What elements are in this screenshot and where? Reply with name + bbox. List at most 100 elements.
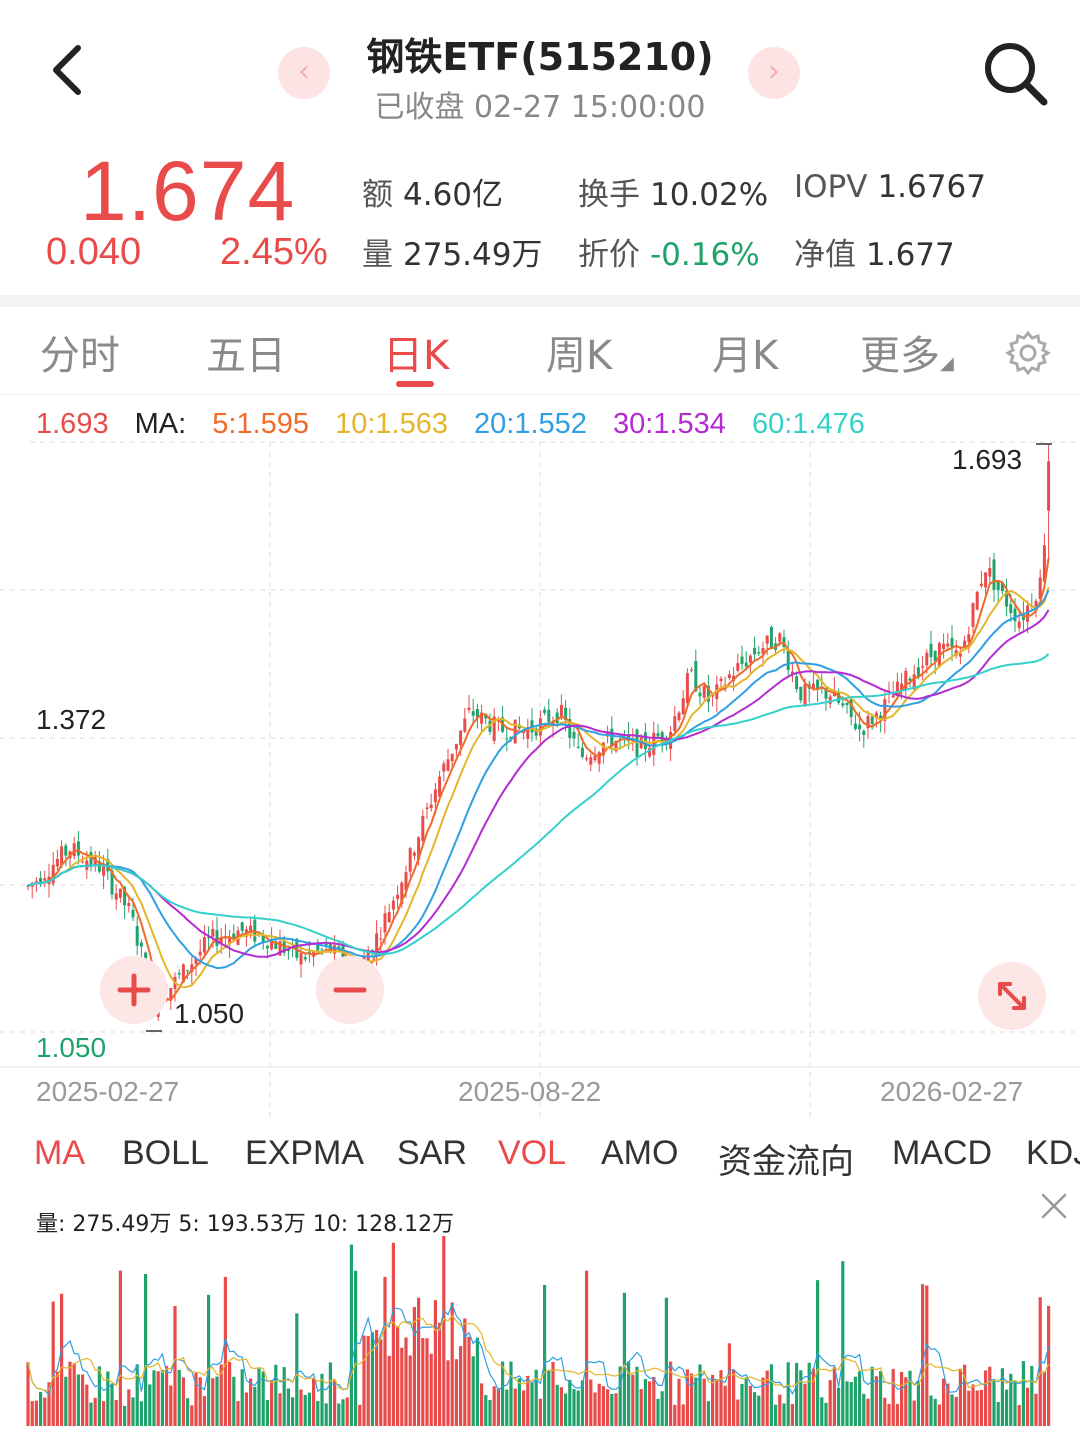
candle — [181, 964, 185, 983]
price-change-percent: 2.45% — [220, 231, 328, 273]
search-icon[interactable] — [980, 38, 1050, 108]
candle — [988, 568, 992, 577]
volume-bar — [257, 1368, 261, 1426]
indicator-sar[interactable]: SAR — [397, 1134, 467, 1172]
tab-daily-k[interactable]: 日K — [383, 333, 450, 379]
tab-intraday[interactable]: 分时 — [40, 333, 120, 379]
fullscreen-button[interactable] — [978, 962, 1046, 1030]
volume-ma-lines — [27, 1302, 1050, 1396]
candle — [60, 846, 64, 865]
candle — [979, 583, 983, 587]
indicator-macd[interactable]: MACD — [892, 1134, 993, 1172]
gear-icon[interactable] — [1004, 329, 1052, 377]
back-arrow-icon[interactable] — [40, 40, 100, 100]
volume-bar — [732, 1369, 736, 1426]
candle — [81, 861, 85, 863]
volume-bar — [753, 1392, 757, 1426]
candle — [219, 938, 223, 944]
caret-down-icon: ◢ — [940, 353, 954, 374]
candle — [265, 945, 269, 949]
candle — [135, 926, 139, 946]
candle — [400, 882, 404, 904]
tab-more[interactable]: 更多◢ — [860, 333, 954, 379]
candle — [677, 712, 681, 721]
candle — [509, 736, 513, 740]
candle — [1034, 600, 1038, 607]
tab-five-day[interactable]: 五日 — [206, 333, 286, 379]
volume-bar — [975, 1390, 979, 1426]
volume-bar — [799, 1370, 803, 1426]
candle — [190, 964, 194, 973]
indicator-capital-flow[interactable]: 资金流向 — [718, 1143, 854, 1181]
volume-bar — [181, 1377, 185, 1426]
page-title: 钢铁ETF(515210) — [366, 35, 714, 79]
volume-bar — [299, 1389, 303, 1426]
candle — [139, 942, 143, 947]
volume-bar — [240, 1369, 244, 1426]
volume-bar — [34, 1400, 38, 1426]
volume-bar — [219, 1364, 223, 1426]
candle — [123, 886, 127, 906]
prev-stock-button[interactable]: ‹ — [278, 47, 330, 99]
volume-bar — [286, 1388, 290, 1426]
indicator-kdj[interactable]: KDJ — [1026, 1134, 1080, 1172]
volume-bar — [194, 1372, 198, 1426]
zoom-out-button[interactable] — [316, 956, 384, 1024]
candle — [790, 671, 794, 675]
volume-bar — [639, 1389, 643, 1426]
volume-bar — [55, 1371, 59, 1426]
indicator-vol[interactable]: VOL — [498, 1134, 567, 1172]
candle — [841, 703, 845, 706]
indicator-boll[interactable]: BOLL — [122, 1134, 209, 1172]
volume-bar — [1030, 1365, 1034, 1426]
candle — [43, 878, 47, 881]
volume-bar — [316, 1400, 320, 1426]
tab-weekly-k[interactable]: 周K — [546, 333, 613, 379]
stat-iopv: IOPV 1.6767 — [794, 169, 986, 205]
volume-bar — [144, 1274, 148, 1426]
active-tab-indicator — [396, 381, 434, 387]
volume-bar — [866, 1398, 870, 1426]
volume-bar — [26, 1362, 30, 1426]
volume-bar — [152, 1370, 156, 1426]
volume-bar — [362, 1335, 366, 1426]
candle — [946, 643, 950, 647]
volume-bar — [967, 1390, 971, 1426]
indicator-ma[interactable]: MA — [34, 1134, 85, 1172]
candle — [467, 707, 471, 711]
volume-bar — [589, 1379, 593, 1426]
volume-bar — [555, 1384, 559, 1426]
volume-bar — [1042, 1371, 1046, 1426]
tab-monthly-k[interactable]: 月K — [712, 333, 779, 379]
volume-bar — [446, 1360, 450, 1426]
volume-bar — [736, 1399, 740, 1426]
indicator-amo[interactable]: AMO — [601, 1134, 679, 1172]
volume-bar — [320, 1373, 324, 1426]
volume-bar — [496, 1388, 500, 1426]
volume-bar — [694, 1377, 698, 1426]
candle — [786, 651, 790, 671]
expand-icon — [998, 982, 1026, 1010]
volume-bar — [795, 1362, 799, 1426]
candle — [1000, 582, 1004, 592]
volume-bar — [908, 1370, 912, 1426]
volume-bar — [824, 1402, 828, 1426]
candle — [908, 678, 912, 681]
volume-bar — [68, 1361, 72, 1426]
volume-bar — [803, 1383, 807, 1426]
candle — [874, 712, 878, 718]
volume-bar — [64, 1376, 68, 1426]
volume-bar — [673, 1404, 677, 1426]
candle — [459, 730, 463, 746]
indicator-expma[interactable]: EXPMA — [245, 1134, 365, 1172]
volume-bar — [265, 1399, 269, 1426]
ma-legend-label: MA: — [134, 408, 187, 440]
volume-bar — [312, 1378, 316, 1426]
candle — [131, 909, 135, 918]
next-stock-button[interactable]: › — [748, 47, 800, 99]
volume-bar — [366, 1335, 370, 1426]
volume-bar — [698, 1364, 702, 1426]
zoom-in-button[interactable] — [100, 956, 168, 1024]
x-axis-date-1: 2025-02-27 — [36, 1076, 180, 1107]
close-icon[interactable] — [1040, 1192, 1068, 1220]
